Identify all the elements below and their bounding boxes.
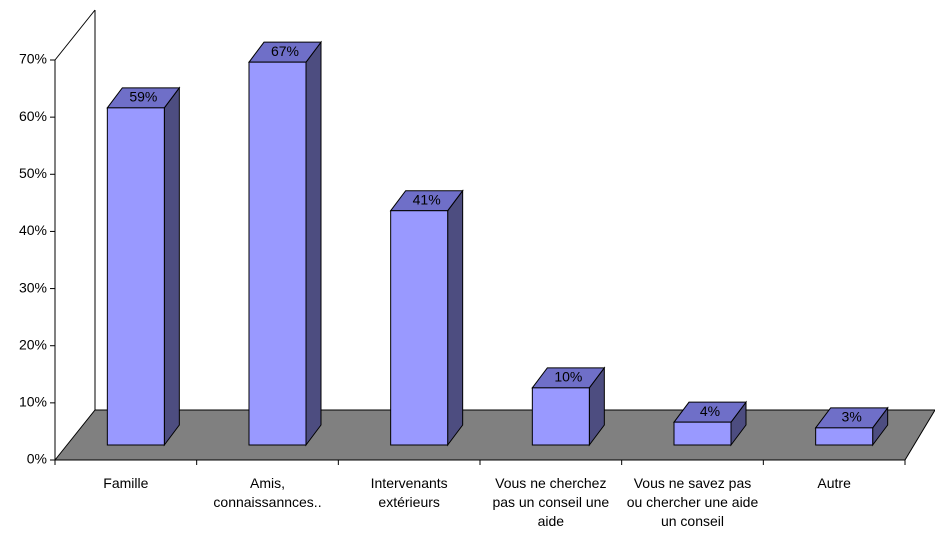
y-tick-label: 40%	[19, 222, 47, 238]
data-label: 59%	[129, 89, 157, 105]
x-tick-label: Vous ne savez pas ou chercher une aide u…	[626, 475, 759, 529]
y-tick-label: 30%	[19, 279, 47, 295]
floor	[53, 409, 935, 461]
x-tick-label: Amis, connaissannces..	[213, 475, 322, 510]
side-wall-edge	[54, 9, 96, 61]
bar	[106, 107, 165, 446]
data-label: 41%	[413, 191, 441, 207]
y-tick-label: 70%	[19, 51, 47, 67]
x-tick-label: Famille	[103, 475, 149, 491]
bar-side	[163, 86, 180, 447]
bar	[673, 421, 732, 446]
y-tick-label: 60%	[19, 108, 47, 124]
y-tick-label: 10%	[19, 394, 47, 410]
bar-side	[447, 189, 464, 447]
data-label: 4%	[700, 403, 720, 419]
y-tick-label: 50%	[19, 165, 47, 181]
x-tick-label: Vous ne cherchez pas un conseil une aide	[492, 475, 610, 529]
bar	[248, 61, 307, 446]
y-tick-label: 20%	[19, 336, 47, 352]
data-label: 67%	[271, 43, 299, 59]
data-label: 10%	[554, 369, 582, 385]
y-tick-label: 0%	[27, 451, 47, 467]
bar	[815, 427, 874, 446]
bar	[390, 210, 449, 446]
data-label: 3%	[842, 409, 862, 425]
bar	[531, 387, 590, 446]
bar-side	[305, 40, 322, 447]
x-tick-label: Intervenants extérieurs	[370, 475, 448, 510]
x-tick-label: Autre	[817, 475, 851, 491]
